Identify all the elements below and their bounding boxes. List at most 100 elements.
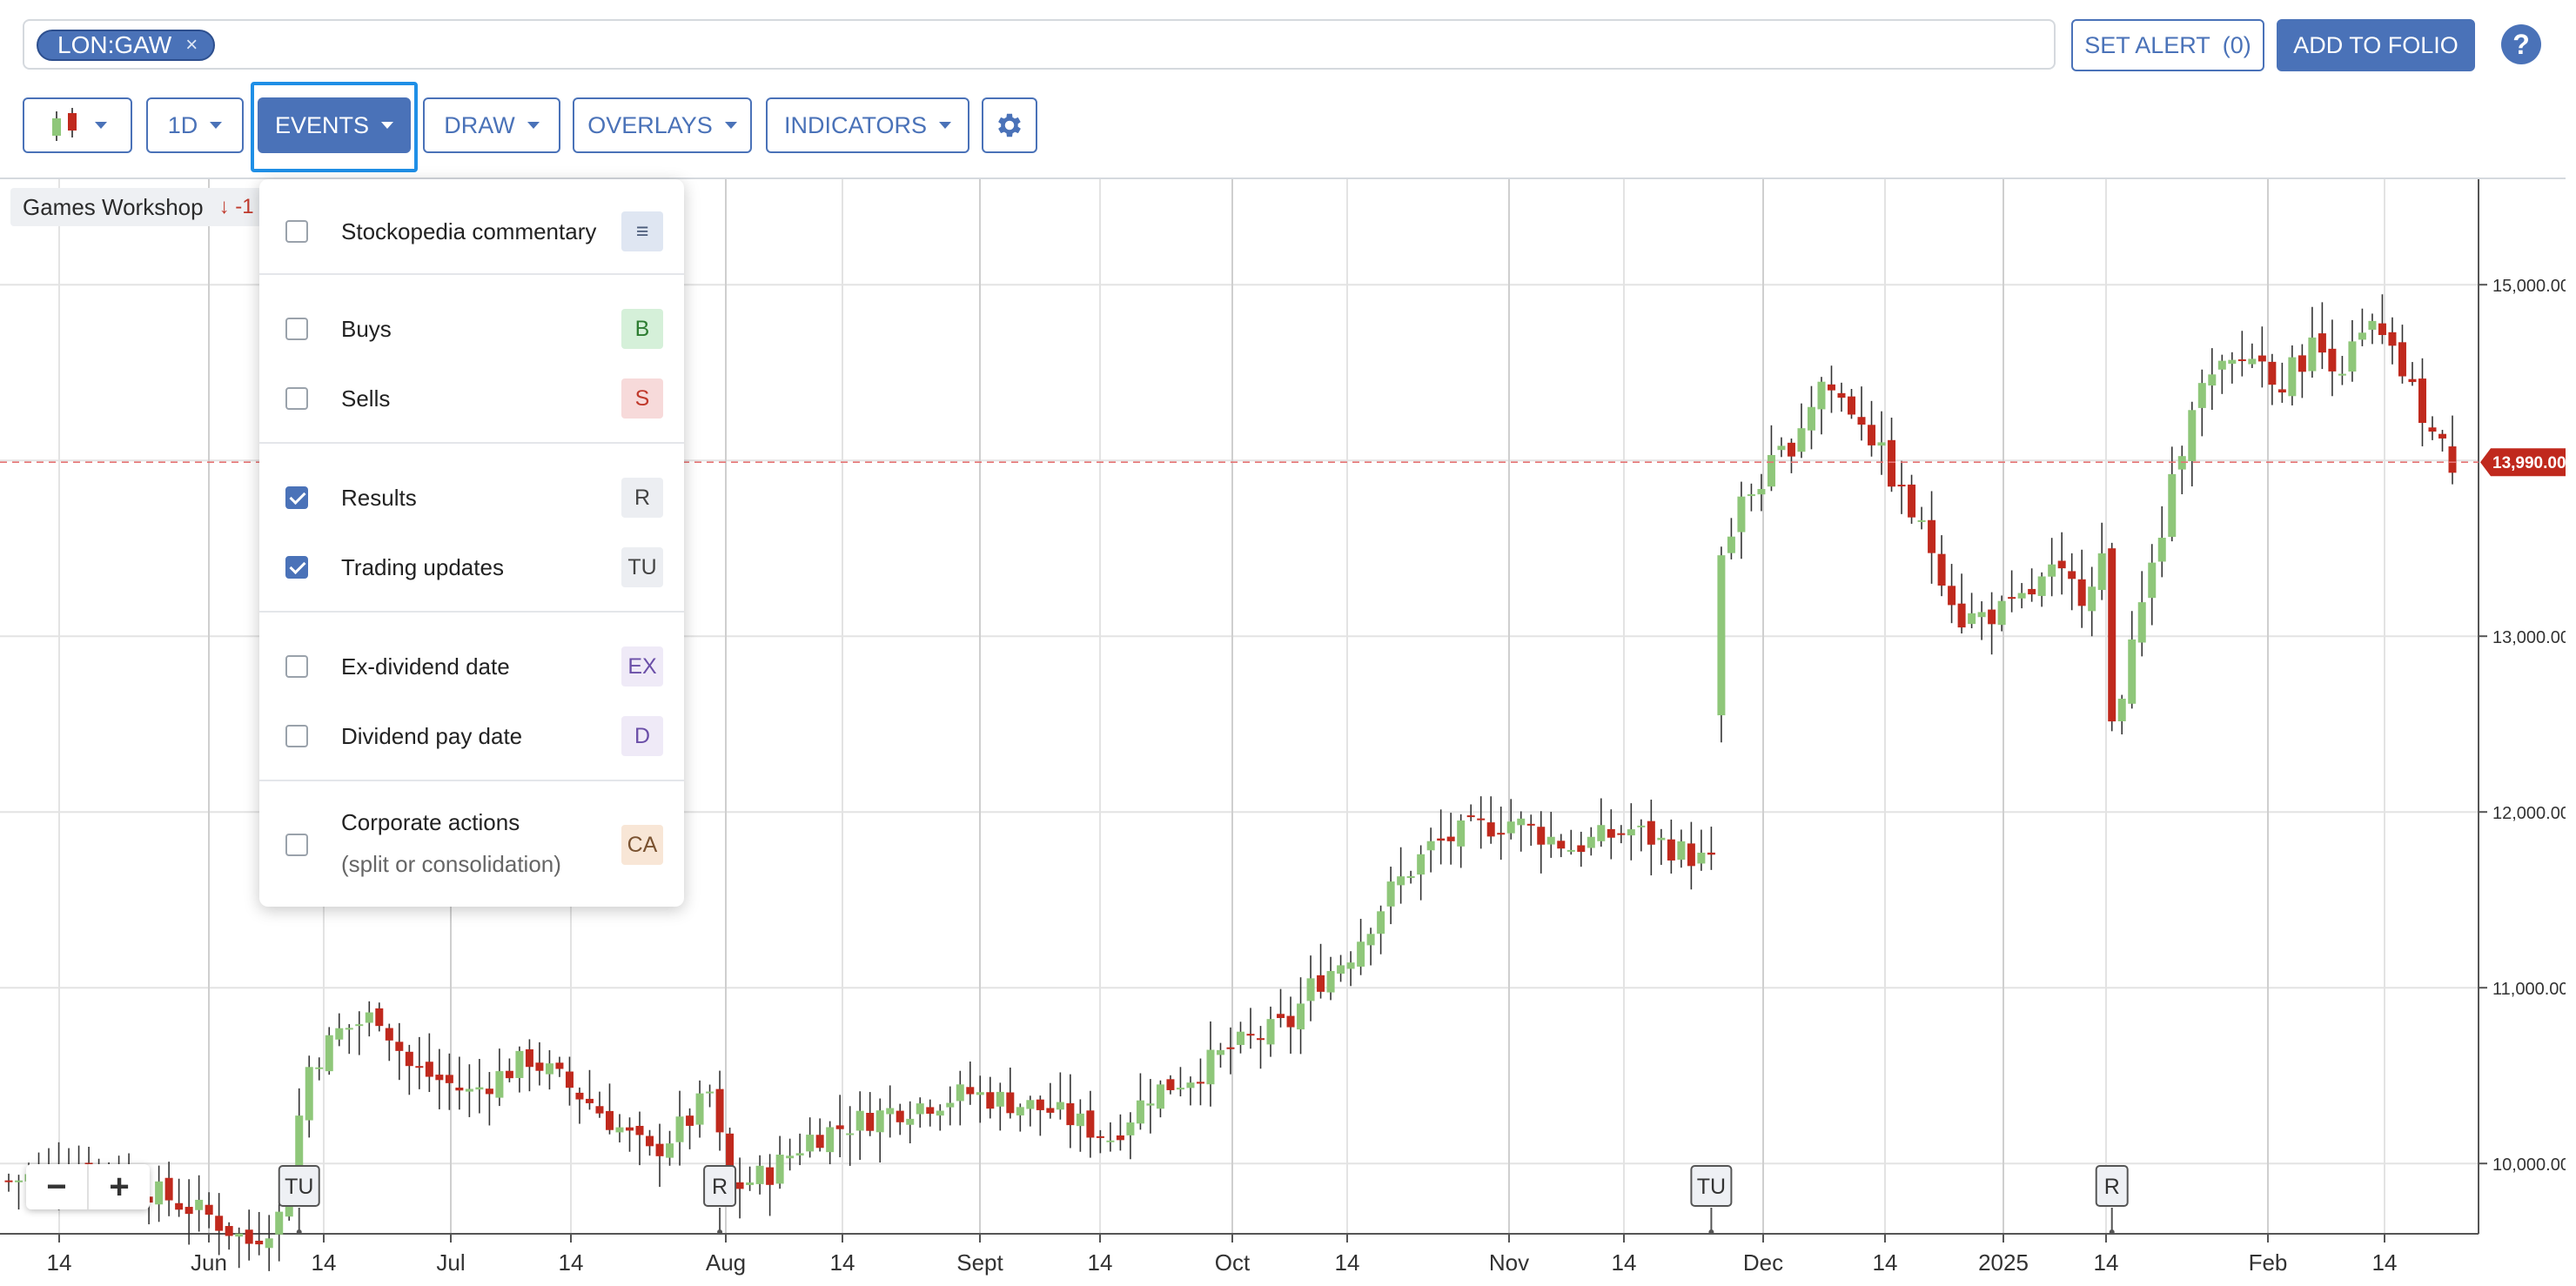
- candle-down: [1096, 1135, 1104, 1138]
- candle-up: [1377, 911, 1385, 934]
- candle-down: [1466, 815, 1475, 818]
- candle-up: [1106, 1140, 1115, 1142]
- candle-down: [1036, 1099, 1044, 1110]
- candle-up: [755, 1165, 764, 1184]
- candle-up: [1727, 536, 1735, 553]
- candle-up: [826, 1127, 835, 1153]
- candle-up: [2137, 602, 2146, 643]
- interval-dropdown[interactable]: 1D: [146, 97, 244, 153]
- candle-down: [2408, 378, 2417, 383]
- indicators-dropdown[interactable]: INDICATORS: [766, 97, 969, 153]
- checkbox[interactable]: [285, 834, 308, 856]
- candle-up: [1386, 881, 1395, 907]
- overlays-dropdown[interactable]: OVERLAYS: [573, 97, 752, 153]
- candle-up: [1517, 818, 1526, 826]
- candle-up: [675, 1116, 684, 1142]
- candle-down: [595, 1106, 604, 1114]
- zoom-in-button[interactable]: +: [109, 1167, 130, 1206]
- events-menu-item[interactable]: Corporate actions (split or consolidation…: [259, 797, 684, 893]
- events-menu-item[interactable]: Stockopedia commentary ≡: [259, 205, 684, 258]
- x-tick-label: Oct: [1215, 1249, 1251, 1276]
- events-menu-sublabel: (split or consolidation): [341, 851, 561, 877]
- candle-up: [495, 1071, 504, 1098]
- candle-down: [1957, 603, 1966, 628]
- candle-down: [1857, 417, 1866, 425]
- x-tick-label: Jun: [191, 1249, 227, 1276]
- candle-up: [1076, 1113, 1084, 1127]
- candle-up: [956, 1084, 964, 1102]
- event-marker-label[interactable]: R: [2104, 1175, 2120, 1199]
- x-tick-label: Dec: [1743, 1249, 1783, 1276]
- candle-up: [2338, 373, 2346, 376]
- chart-type-dropdown[interactable]: [23, 97, 132, 153]
- candlestick-icon: [52, 108, 77, 141]
- y-tick-label: 10,000.00: [2492, 1155, 2566, 1175]
- candle-down: [2057, 560, 2066, 569]
- event-marker-box[interactable]: [2095, 1165, 2129, 1207]
- candle-up: [1306, 978, 1315, 1001]
- help-icon[interactable]: ?: [2501, 24, 2541, 64]
- zoom-out-button[interactable]: −: [26, 1164, 89, 1209]
- events-menu-item[interactable]: Sells S: [259, 372, 684, 425]
- checkbox[interactable]: [285, 486, 308, 509]
- checkbox[interactable]: [285, 556, 308, 579]
- remove-ticker-icon[interactable]: ×: [185, 33, 198, 57]
- candle-up: [235, 1233, 244, 1237]
- events-focus-ring: [251, 82, 418, 172]
- event-marker-label[interactable]: R: [712, 1175, 728, 1199]
- events-menu-item[interactable]: Buys B: [259, 303, 684, 355]
- candle-up: [1757, 489, 1766, 495]
- candle-down: [1116, 1135, 1124, 1141]
- gear-icon: [998, 113, 1021, 137]
- candle-down: [2418, 378, 2426, 424]
- x-tick-label: Feb: [2249, 1249, 2288, 1276]
- candle-up: [1587, 836, 1595, 848]
- checkbox[interactable]: [285, 318, 308, 340]
- event-marker-box[interactable]: [703, 1165, 737, 1207]
- events-menu-item[interactable]: Dividend pay date D: [259, 710, 684, 762]
- candle-down: [525, 1048, 533, 1068]
- candle-up: [345, 1028, 353, 1030]
- event-badge-icon: CA: [621, 825, 663, 865]
- candle-up: [1156, 1084, 1164, 1109]
- candle-down: [1937, 553, 1946, 586]
- x-tick-label: 14: [47, 1249, 72, 1276]
- checkbox[interactable]: [285, 387, 308, 410]
- events-menu-item[interactable]: Ex-dividend date EX: [259, 640, 684, 693]
- event-marker-box[interactable]: [278, 1165, 320, 1207]
- add-to-folio-button[interactable]: ADD TO FOLIO: [2277, 19, 2475, 71]
- candle-down: [565, 1071, 574, 1088]
- events-dropdown[interactable]: EVENTS: [258, 97, 411, 153]
- candle-down: [655, 1143, 664, 1156]
- event-marker-label[interactable]: TU: [1697, 1175, 1726, 1199]
- candle-down: [2428, 427, 2437, 432]
- draw-dropdown[interactable]: DRAW: [423, 97, 560, 153]
- candle-down: [1286, 1015, 1295, 1028]
- ticker-chip[interactable]: LON:GAW ×: [37, 30, 216, 61]
- candle-down: [555, 1062, 564, 1069]
- candle-up: [2017, 593, 2026, 599]
- candle-down: [1557, 841, 1566, 849]
- events-menu-item[interactable]: Trading updates TU: [259, 541, 684, 593]
- settings-button[interactable]: [982, 97, 1037, 153]
- events-menu-item[interactable]: Results R: [259, 472, 684, 524]
- candle-down: [1317, 975, 1325, 992]
- event-marker-label[interactable]: TU: [285, 1175, 313, 1199]
- candle-down: [1617, 833, 1626, 835]
- checkbox[interactable]: [285, 725, 308, 747]
- candle-up: [315, 1067, 324, 1069]
- candle-down: [2277, 389, 2286, 393]
- event-marker-box[interactable]: [1690, 1165, 1733, 1207]
- set-alert-button[interactable]: SET ALERT (0): [2071, 19, 2264, 71]
- candle-down: [1166, 1079, 1175, 1090]
- candle-down: [415, 1066, 424, 1068]
- checkbox[interactable]: [285, 220, 308, 243]
- candle-up: [1657, 837, 1666, 841]
- candle-up: [775, 1155, 784, 1184]
- checkbox[interactable]: [285, 655, 308, 678]
- x-tick-label: Nov: [1489, 1249, 1529, 1276]
- events-menu-label: Dividend pay date: [341, 723, 523, 749]
- ticker-search-bar[interactable]: LON:GAW ×: [23, 19, 2056, 70]
- candle-down: [1277, 1014, 1285, 1019]
- candle-down: [2108, 548, 2116, 722]
